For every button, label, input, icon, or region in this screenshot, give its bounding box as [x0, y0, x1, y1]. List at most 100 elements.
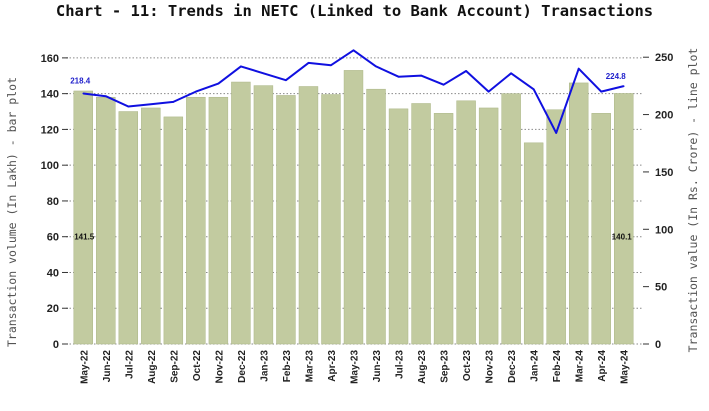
bar [478, 107, 499, 345]
bar [388, 108, 409, 345]
x-tick-label: Nov-23 [485, 350, 496, 384]
bar [411, 103, 431, 345]
line-point [420, 74, 422, 77]
bar [208, 96, 229, 345]
bar [366, 88, 386, 345]
right-axis: 0 50 100 150 200 250 [643, 52, 673, 351]
bar [141, 107, 161, 345]
line-point [82, 92, 85, 95]
line-point [217, 82, 220, 85]
line-point [622, 85, 625, 87]
left-tick-label: 100 [41, 160, 59, 172]
line-point [104, 95, 107, 98]
left-tick-label: 160 [41, 53, 59, 65]
line-point [127, 105, 130, 108]
line-point [397, 75, 400, 78]
x-tick-label: May-23 [350, 350, 361, 384]
line-point [442, 83, 445, 86]
bar [321, 94, 341, 345]
right-axis-title: Transaction value (In Rs. Crore) - line … [686, 48, 700, 353]
right-tick-label: 0 [655, 339, 661, 351]
x-tick-label: Feb-23 [282, 350, 293, 383]
bar [186, 96, 206, 345]
line-point [150, 103, 152, 106]
bar [546, 109, 566, 345]
bar [568, 82, 589, 345]
line-point [555, 132, 557, 134]
left-axis: 0 20 40 60 80 100 120 140 160 [41, 53, 68, 351]
x-tick-label: May-22 [79, 350, 90, 384]
x-tick-label: Apr-24 [597, 350, 608, 382]
x-tick-label: Jan-24 [530, 350, 541, 382]
line-point [240, 65, 242, 68]
x-tick-label: Dec-22 [237, 350, 248, 383]
bar [73, 90, 93, 345]
x-tick-label: Nov-22 [214, 350, 225, 384]
line-point [375, 65, 377, 68]
x-tick-label: Aug-22 [147, 350, 158, 384]
x-tick-label: Oct-22 [192, 350, 203, 382]
right-tick-label: 200 [655, 110, 673, 122]
left-tick-label: 40 [47, 267, 59, 279]
line-point [532, 88, 535, 91]
left-tick-label: 140 [41, 89, 59, 101]
x-tick-label: Jun-22 [102, 350, 113, 383]
left-tick-label: 20 [47, 303, 59, 315]
bar-series [73, 70, 634, 345]
x-tick-label: Oct-23 [462, 350, 473, 382]
line-point [172, 101, 175, 103]
bar [523, 142, 544, 345]
bar-label-first: 141.5 [74, 233, 95, 242]
left-tick-label: 0 [53, 339, 59, 351]
line-point [262, 72, 265, 75]
line-point [352, 49, 355, 52]
x-tick-label: Apr-23 [327, 350, 338, 382]
left-tick-label: 120 [41, 124, 59, 136]
line-point [577, 67, 580, 70]
bar [253, 85, 274, 345]
bar [163, 116, 184, 345]
left-axis-title: Transaction volume (In Lakh) - bar plot [5, 77, 19, 347]
x-tick-label: Feb-24 [552, 350, 563, 383]
x-tick-label: Dec-23 [507, 350, 518, 383]
x-tick-label: Jun-23 [372, 350, 383, 383]
x-tick-label: Jan-23 [259, 350, 270, 382]
bar [276, 95, 296, 345]
x-tick-label: Jul-23 [395, 350, 406, 379]
line-point [195, 90, 197, 93]
bar [118, 111, 139, 345]
x-tick-label: Sep-22 [169, 350, 180, 383]
right-tick-label: 250 [655, 52, 673, 64]
line-point [307, 62, 310, 64]
x-tick-label: May-24 [620, 350, 631, 384]
x-tick-label: Mar-23 [304, 350, 315, 383]
line-label-first: 218.4 [70, 76, 91, 85]
bar [96, 96, 116, 345]
x-tick-label: Sep-23 [440, 350, 451, 383]
line-point [600, 90, 603, 93]
bar [231, 81, 251, 345]
line-point [487, 90, 490, 93]
line-series [82, 49, 625, 134]
right-tick-label: 150 [655, 167, 673, 179]
bar [298, 86, 319, 345]
x-tick-label: Mar-24 [575, 350, 586, 383]
right-tick-label: 100 [655, 224, 673, 236]
bar [591, 113, 611, 345]
bar [456, 100, 476, 345]
right-tick-label: 50 [655, 282, 667, 294]
bar [501, 93, 521, 345]
data-labels: 141.5 140.1 218.4 224.8 [70, 72, 632, 242]
left-tick-label: 60 [47, 232, 59, 244]
line-point [285, 79, 287, 81]
bar-label-last: 140.1 [612, 233, 633, 242]
line-point [330, 64, 332, 67]
line-label-last: 224.8 [606, 72, 627, 81]
x-tick-label: Jul-22 [124, 350, 135, 379]
bar [614, 93, 634, 345]
left-tick-label: 80 [47, 196, 59, 208]
x-tick-label: Aug-23 [417, 350, 428, 384]
x-axis: May-22 Jun-22 Jul-22 Aug-22 Sep-22 Oct-22 Nov-… [79, 350, 630, 384]
line-point [465, 70, 467, 72]
